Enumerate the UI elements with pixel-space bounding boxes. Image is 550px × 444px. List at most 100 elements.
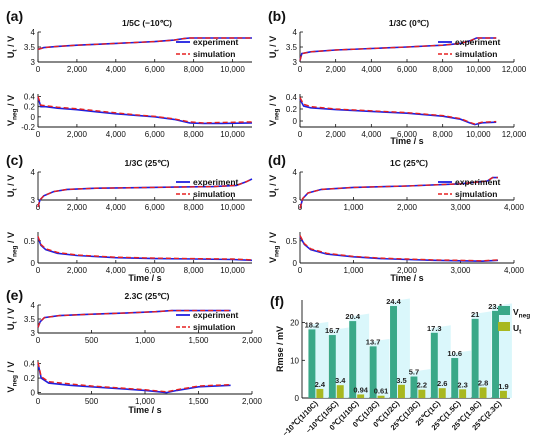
y-tick-label: 0 <box>31 389 36 398</box>
x-tick-label: 2,000 <box>326 130 347 139</box>
vneg-axes: 0 0.2 0.4 0 500 1,000 1,500 2,000 Vneg / V <box>6 360 263 406</box>
x-tick-label: 4,000 <box>106 130 127 139</box>
bar-vneg <box>369 346 377 398</box>
y-tick-label: 0.2 <box>24 374 36 383</box>
ut-ylabel: Ut / V <box>6 36 19 58</box>
y-tick-label: 0.4 <box>286 93 298 102</box>
panel-label: (e) <box>6 287 23 303</box>
experiment-line <box>299 236 499 263</box>
x-axis-label: Time / s <box>128 273 161 283</box>
x-tick-label: 1,000 <box>343 203 364 212</box>
y-tick-label: 0.5 <box>24 237 36 246</box>
panel-e: (e) 2.3C (25℃) 3 3.5 4 0 500 1,000 1,500 2,000 Ut … <box>6 287 263 415</box>
x-tick-label: 8,000 <box>433 65 454 74</box>
bar-ut <box>499 390 507 398</box>
bar-ut <box>479 387 487 398</box>
y-tick-label: 4 <box>293 28 298 37</box>
y-tick-label: 3 <box>31 196 36 205</box>
simulation-line <box>37 309 231 328</box>
x-tick-label: 2,000 <box>397 266 418 275</box>
x-tick-label: 6,000 <box>397 65 418 74</box>
x-tick-label: 6,000 <box>145 203 166 212</box>
data-label-vneg: 18.2 <box>305 320 320 329</box>
y-tick-label: 4 <box>31 28 36 37</box>
panel-title: 2.3C (25℃) <box>125 291 170 301</box>
bar-ut <box>336 385 344 398</box>
x-tick-label: 8,000 <box>184 130 205 139</box>
simulation-line <box>37 37 252 51</box>
vneg-ylabel: Vneg / V <box>268 232 281 263</box>
x-tick-label: 4,000 <box>106 203 127 212</box>
data-label-ut: 2.2 <box>417 381 427 390</box>
x-tick-label: 4,000 <box>361 130 382 139</box>
legend-vneg-swatch <box>498 306 510 315</box>
legend-ut-label: Ut <box>513 323 522 336</box>
panel-a: (a) 1/5C (−10℃) 3 3.5 4 0 2,000 4,000 6,000 8,000… <box>6 8 253 139</box>
bar-legend: Vneg Ut <box>498 306 530 336</box>
x-tick-label: 10,000 <box>220 203 245 212</box>
experiment-line <box>37 363 231 394</box>
vneg-ylabel: Vneg / V <box>6 232 19 263</box>
x-axis-label: Time / s <box>390 136 423 146</box>
x-tick-label: 0 <box>298 130 303 139</box>
ut-axes: 3 3.5 4 0 2,000 4,000 6,000 8,000 10,000 12,000 Ut… <box>268 28 527 74</box>
x-tick-label: 1,000 <box>135 336 156 345</box>
panel-label: (d) <box>268 152 286 168</box>
panel-d: (d) 1C (25℃) 3 4 0 1,000 2,000 3,000 4,000 Ut / V… <box>268 152 525 283</box>
data-label-ut: 2.4 <box>315 380 326 389</box>
bar-ut <box>438 388 446 398</box>
x-tick-label: 6,000 <box>145 65 166 74</box>
legend-experiment-label: experiment <box>455 37 501 47</box>
x-tick-label: 3,000 <box>450 203 471 212</box>
ut-ylabel: Ut / V <box>6 308 19 330</box>
x-tick-label: 2,000 <box>242 397 263 406</box>
x-tick-label: 2,000 <box>67 130 88 139</box>
panel-title: 1/5C (−10℃) <box>122 18 172 28</box>
bar-vneg <box>430 332 438 398</box>
legend: experiment simulation <box>176 310 239 332</box>
simulation-line <box>299 176 498 209</box>
y-tick-label: 0 <box>293 259 298 268</box>
x-tick-label: 1,500 <box>188 397 209 406</box>
panel-title: 1/3C (0℃) <box>389 18 429 28</box>
experiment-line <box>37 237 253 262</box>
legend-experiment-label: experiment <box>193 310 239 320</box>
x-tick-label: 2,000 <box>67 266 88 275</box>
panel-label: (c) <box>6 152 23 168</box>
x-tick-label: 2,000 <box>397 203 418 212</box>
legend-simulation-label: simulation <box>455 189 498 199</box>
data-label-ut: 0.61 <box>374 387 389 396</box>
x-axis-label: Time / s <box>128 405 161 415</box>
bar-vneg <box>471 318 479 398</box>
x-tick-label: 8,000 <box>184 203 205 212</box>
x-tick-label: 0 <box>36 130 41 139</box>
bar-ut <box>459 389 467 398</box>
bar-ut <box>397 384 405 398</box>
legend-simulation-label: simulation <box>193 322 236 332</box>
x-tick-label: 0 <box>36 203 41 212</box>
y-tick-label: 0 <box>295 394 300 403</box>
y-tick-label: 0 <box>31 113 36 122</box>
x-tick-label: 8,000 <box>184 266 205 275</box>
panel-c: (c) 1/3C (25℃) 3 4 0 2,000 4,000 6,000 8,000 10,0… <box>6 152 253 283</box>
bar-vneg <box>390 306 397 398</box>
data-label-ut: 2.8 <box>478 378 488 387</box>
y-tick-label: 0.2 <box>24 103 36 112</box>
bar-ut <box>357 394 365 398</box>
bar-vneg <box>410 376 418 398</box>
ut-ylabel: Ut / V <box>6 175 19 197</box>
y-axis-label: Rmse / mV <box>275 326 285 372</box>
bar-ut <box>418 389 426 398</box>
x-tick-label: 6,000 <box>145 266 166 275</box>
ut-axes: 3 4 0 2,000 4,000 6,000 8,000 10,000 Ut / V <box>6 168 253 212</box>
ut-ylabel: Ut / V <box>268 175 281 197</box>
bar-vneg <box>451 358 459 398</box>
y-tick-label: 4 <box>293 168 298 177</box>
data-label-ut: 3.4 <box>335 376 346 385</box>
x-tick-label: 10,000 <box>220 266 245 275</box>
x-tick-label: 6,000 <box>145 130 166 139</box>
vneg-ylabel: Vneg / V <box>6 361 19 392</box>
legend-vneg-label: Vneg <box>513 307 530 320</box>
data-label-vneg: 24.4 <box>386 297 401 306</box>
